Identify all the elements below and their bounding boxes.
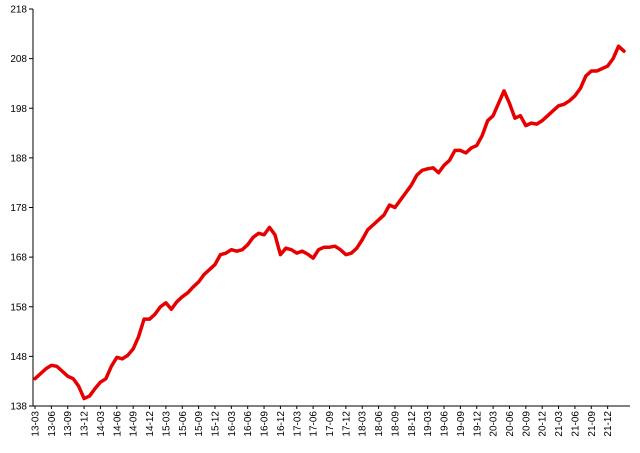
x-tick-label: 18-12 [407, 411, 418, 437]
x-tick-label: 19-03 [423, 411, 434, 437]
x-tick-label: 13-03 [31, 411, 42, 437]
y-tick-label: 208 [10, 54, 27, 65]
x-tick-label: 14-06 [112, 411, 123, 437]
y-tick-label: 218 [10, 5, 27, 16]
x-tick-label: 16-09 [260, 411, 271, 437]
x-tick-label: 17-03 [292, 411, 303, 437]
x-tick-label: 16-12 [276, 411, 287, 437]
x-tick-label: 15-12 [210, 411, 221, 437]
x-tick-label: 15-09 [194, 411, 205, 437]
y-tick-label: 178 [10, 203, 27, 214]
x-tick-label: 18-09 [390, 411, 401, 437]
x-tick-label: 16-03 [227, 411, 238, 437]
x-tick-label: 20-09 [521, 411, 532, 437]
x-tick-label: 13-09 [63, 411, 74, 437]
line-series [33, 44, 626, 401]
x-tick-label: 19-12 [472, 411, 483, 437]
x-tick-label: 14-12 [145, 411, 156, 437]
x-tick-label: 21-12 [603, 411, 614, 437]
x-tick-label: 19-06 [440, 411, 451, 437]
x-tick-label: 20-12 [538, 411, 549, 437]
x-tick-label: 16-06 [243, 411, 254, 437]
y-tick-label: 188 [10, 153, 27, 164]
x-tick-label: 21-03 [554, 411, 565, 437]
y-tick-label: 138 [10, 402, 27, 413]
x-tick-label: 20-03 [489, 411, 500, 437]
y-tick-label: 158 [10, 302, 27, 313]
y-tick-label: 168 [10, 253, 27, 264]
x-tick-label: 15-06 [178, 411, 189, 437]
x-tick-label: 14-09 [129, 411, 140, 437]
x-tick-label: 19-09 [456, 411, 467, 437]
x-tick-label: 14-03 [96, 411, 107, 437]
x-tick-label: 15-03 [161, 411, 172, 437]
y-tick-label: 148 [10, 352, 27, 363]
x-tick-label: 17-06 [309, 411, 320, 437]
x-tick-label: 21-09 [587, 411, 598, 437]
x-tick-label: 13-12 [80, 411, 91, 437]
x-tick-label: 21-06 [570, 411, 581, 437]
x-tick-label: 18-03 [358, 411, 369, 437]
x-tick-label: 20-06 [505, 411, 516, 437]
x-tick-label: 18-06 [374, 411, 385, 437]
x-tick-label: 13-06 [47, 411, 58, 437]
x-tick-label: 17-09 [325, 411, 336, 437]
x-tick-label: 17-12 [341, 411, 352, 437]
y-tick-label: 198 [10, 104, 27, 115]
